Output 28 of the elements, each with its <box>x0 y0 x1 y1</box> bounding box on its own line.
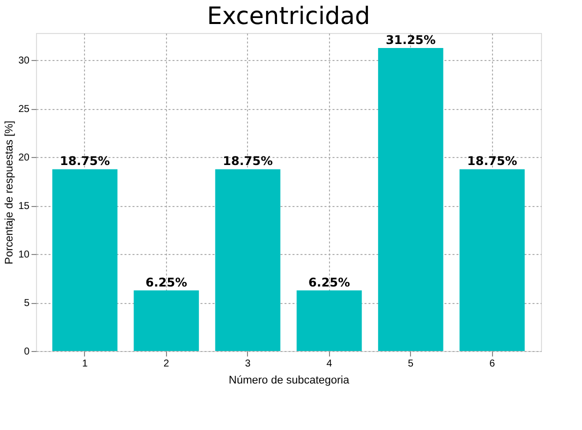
x-tick-label: 5 <box>408 358 414 370</box>
x-tick-label: 4 <box>326 358 332 370</box>
y-tick-label: 5 <box>24 298 30 310</box>
bar <box>378 48 444 351</box>
y-axis-title: Porcentaje de respuestas [%] <box>3 120 16 264</box>
data-label: 31.25% <box>386 33 436 48</box>
x-tick-label: 1 <box>82 358 88 370</box>
data-label: 6.25% <box>308 275 350 290</box>
y-tick-label: 0 <box>24 346 30 358</box>
bar <box>215 169 280 351</box>
y-tick-label: 10 <box>18 250 30 261</box>
bar <box>460 169 525 351</box>
data-label: 18.75% <box>467 154 518 168</box>
chart-title: Excentricidad <box>206 2 370 30</box>
x-tick-label: 3 <box>244 358 251 370</box>
y-tick-label: 15 <box>18 201 30 212</box>
y-tick-label: 25 <box>18 104 30 116</box>
y-tick-label: 20 <box>18 152 30 164</box>
x-tick-label: 6 <box>489 358 496 370</box>
data-label: 6.25% <box>146 275 188 290</box>
bar <box>134 290 199 351</box>
data-label: 18.75% <box>222 154 273 168</box>
y-tick-label: 30 <box>18 56 30 67</box>
x-axis-title: Número de subcategoria <box>228 374 350 386</box>
x-tick-label: 2 <box>164 358 170 370</box>
bar <box>296 290 362 351</box>
bar <box>52 169 118 351</box>
data-label: 18.75% <box>60 154 110 168</box>
